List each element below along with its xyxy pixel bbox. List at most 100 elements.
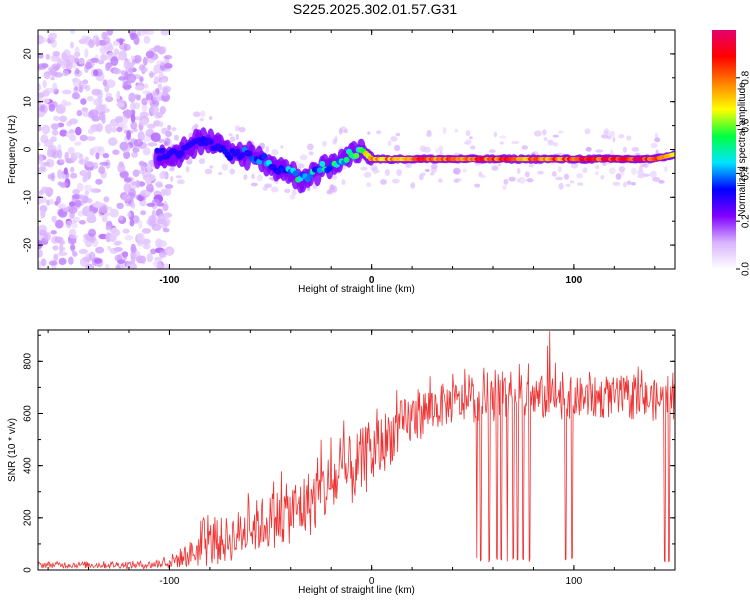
noise-speck bbox=[142, 90, 151, 95]
noise-speck bbox=[104, 84, 110, 93]
noise-speck bbox=[141, 102, 148, 113]
noise-speck bbox=[139, 199, 147, 207]
noise-speck bbox=[654, 132, 659, 139]
noise-speck bbox=[159, 106, 166, 115]
noise-speck bbox=[131, 60, 136, 65]
noise-speck bbox=[462, 168, 467, 173]
noise-speck bbox=[58, 181, 69, 187]
noise-speck bbox=[146, 253, 154, 263]
noise-speck bbox=[582, 167, 588, 174]
colorbar-tick-label: 0.8 bbox=[741, 70, 750, 84]
noise-speck bbox=[112, 68, 122, 75]
noise-speck bbox=[637, 174, 645, 179]
noise-speck bbox=[131, 247, 137, 252]
snr-background bbox=[38, 330, 675, 570]
noise-speck bbox=[57, 251, 68, 256]
noise-speck bbox=[50, 39, 57, 48]
noise-speck bbox=[53, 115, 60, 122]
noise-speck bbox=[74, 141, 82, 146]
colorbar-tick-label: 0.6 bbox=[741, 118, 750, 132]
noise-speck bbox=[94, 258, 102, 264]
noise-speck bbox=[175, 175, 182, 179]
noise-speck bbox=[146, 219, 155, 226]
noise-speck bbox=[85, 263, 95, 269]
ridge-core bbox=[178, 150, 185, 157]
noise-speck bbox=[55, 219, 64, 229]
noise-speck bbox=[99, 161, 109, 166]
noise-speck bbox=[145, 191, 151, 196]
y-tick-label: 20 bbox=[23, 48, 34, 60]
noise-speck bbox=[518, 176, 526, 184]
noise-speck bbox=[164, 130, 172, 138]
noise-speck bbox=[57, 149, 63, 159]
noise-speck bbox=[585, 146, 592, 152]
noise-speck bbox=[555, 176, 563, 181]
noise-speck bbox=[470, 145, 476, 150]
noise-speck bbox=[93, 162, 99, 169]
noise-speck bbox=[145, 176, 152, 185]
noise-speck bbox=[50, 230, 57, 235]
x-tick-label: 0 bbox=[369, 576, 375, 587]
noise-speck bbox=[121, 251, 129, 258]
noise-speck bbox=[40, 63, 49, 69]
snr-y-ticks: 0 200 400 600 800 bbox=[23, 334, 675, 573]
noise-speck bbox=[264, 183, 272, 188]
noise-speck bbox=[46, 150, 53, 158]
noise-speck bbox=[70, 41, 74, 49]
noise-speck bbox=[116, 90, 121, 101]
noise-speck bbox=[438, 145, 444, 152]
noise-speck bbox=[209, 116, 213, 120]
noise-speck bbox=[558, 182, 564, 190]
noise-speck bbox=[289, 194, 296, 200]
noise-speck bbox=[478, 172, 483, 178]
noise-speck bbox=[612, 181, 621, 186]
noise-speck bbox=[135, 179, 140, 189]
noise-speck bbox=[160, 30, 170, 36]
noise-speck bbox=[45, 187, 54, 197]
noise-speck bbox=[95, 178, 103, 185]
noise-speck bbox=[128, 92, 136, 103]
noise-speck bbox=[595, 149, 604, 153]
noise-speck bbox=[41, 98, 50, 104]
ridge-core bbox=[234, 148, 241, 155]
noise-speck bbox=[115, 116, 123, 124]
noise-speck bbox=[38, 249, 43, 258]
noise-speck bbox=[570, 162, 579, 169]
noise-speck bbox=[76, 109, 83, 117]
noise-speck bbox=[122, 123, 128, 131]
noise-speck bbox=[209, 165, 214, 169]
noise-speck bbox=[132, 147, 140, 153]
noise-speck bbox=[126, 58, 131, 68]
noise-speck bbox=[51, 215, 57, 223]
noise-speck bbox=[74, 199, 82, 208]
noise-speck bbox=[101, 31, 108, 38]
noise-speck bbox=[142, 147, 151, 156]
noise-speck bbox=[284, 188, 291, 193]
noise-speck bbox=[341, 179, 346, 186]
noise-speck bbox=[122, 80, 132, 91]
noise-speck bbox=[38, 83, 41, 92]
noise-speck bbox=[161, 95, 169, 101]
noise-speck bbox=[228, 133, 233, 137]
noise-speck bbox=[626, 135, 632, 141]
noise-speck bbox=[497, 163, 502, 167]
noise-speck bbox=[375, 130, 382, 134]
noise-speck bbox=[141, 171, 152, 178]
noise-speck bbox=[142, 243, 151, 250]
noise-speck bbox=[618, 166, 626, 173]
noise-speck bbox=[109, 208, 119, 218]
noise-speck bbox=[367, 131, 371, 135]
spectrogram-y-axis-title: Frequency (Hz) bbox=[7, 115, 18, 184]
noise-speck bbox=[650, 142, 658, 149]
snr-x-axis-title: Height of straight line (km) bbox=[298, 585, 415, 596]
spectrogram-y-ticks: -20 -10 0 10 20 bbox=[23, 29, 675, 270]
noise-speck bbox=[393, 144, 401, 152]
noise-speck bbox=[652, 176, 661, 182]
noise-speck bbox=[70, 172, 78, 179]
ridge-core bbox=[154, 147, 161, 154]
noise-speck bbox=[177, 179, 185, 185]
noise-speck bbox=[116, 102, 125, 107]
noise-speck bbox=[338, 128, 343, 135]
noise-speck bbox=[112, 149, 120, 155]
noise-speck bbox=[308, 151, 314, 156]
